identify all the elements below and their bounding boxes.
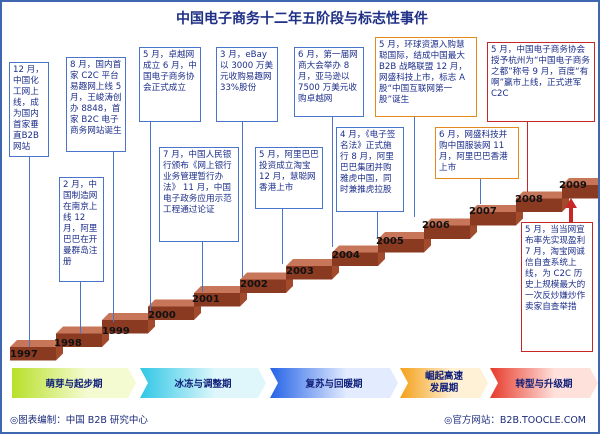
connector-2001	[202, 242, 203, 292]
year-label-2006: 2006	[422, 220, 450, 231]
event-box-2009: 5 月，当当网宣布率先实现盈利 7 月，淘宝网诚信自查系统上线，为 C2C 历史…	[521, 222, 593, 352]
connector-2008	[527, 122, 528, 192]
diagram-title: 中国电子商务十二年五阶段与标志性事件	[176, 11, 428, 27]
stair-step-front	[332, 252, 378, 266]
phase-arrow	[140, 368, 266, 398]
stair-step-top	[148, 299, 201, 307]
footer-credit: ◎图表编制：中国 B2B 研究中心	[10, 415, 148, 426]
event-box-1999: 8 月，国内首家 C2C 平台易趣网上线 5 月，王峻涛创办 8848，首家 B…	[66, 57, 126, 152]
year-label-2000: 2000	[148, 310, 176, 321]
stair-step-front	[378, 239, 424, 253]
event-box-2007: 6 月，网盛科技并购中国服装网 11 月，阿里巴巴香港上市	[435, 127, 519, 179]
stair-step-top	[56, 326, 109, 334]
stair-step-front	[470, 212, 516, 226]
stair-step-front	[516, 198, 562, 212]
connector-1999	[113, 152, 114, 322]
event-box-2006: 5 月，环球资源入购慧聪国际，结成中国最大 B2B 战略联盟 12 月，网盛科技…	[375, 37, 477, 117]
arrow-2009	[565, 198, 577, 222]
stair-step-top	[378, 232, 431, 239]
phase-arrow	[490, 368, 598, 398]
stair-step-front	[102, 320, 148, 334]
phase-arrow	[400, 368, 488, 398]
year-label-2009: 2009	[559, 180, 587, 191]
year-label-2005: 2005	[376, 236, 404, 247]
phase-label-4: 崛起高速 发展期	[424, 371, 463, 394]
stair-step-front	[240, 279, 286, 293]
connector-2003	[282, 209, 283, 264]
connector-2004	[332, 117, 333, 247]
phase-arrow	[12, 368, 136, 398]
stair-step-top	[332, 245, 385, 253]
year-label-2002: 2002	[240, 279, 268, 290]
connector-2002	[242, 122, 243, 277]
year-label-2003: 2003	[286, 266, 314, 277]
phase-label-2: 冰冻与调整期	[174, 379, 232, 390]
stair-step-top	[470, 205, 523, 212]
year-label-2007: 2007	[469, 206, 497, 217]
event-box-2003: 5 月，阿里巴巴投资成立淘宝 12 月，慧聪网香港上市	[255, 147, 323, 209]
phase-label-5: 转型与升级期	[515, 379, 573, 390]
year-label-2001: 2001	[192, 294, 220, 305]
phase-label-3: 复苏与回暖期	[305, 379, 363, 390]
stair-step-top	[562, 178, 598, 185]
stair-step-top	[424, 218, 477, 226]
connector-2007	[480, 179, 481, 204]
year-label-2008: 2008	[515, 194, 543, 205]
year-label-1998: 1998	[54, 338, 82, 349]
stair-step-front	[10, 347, 56, 361]
stair-step-top	[240, 272, 293, 280]
year-label-1997: 1997	[10, 349, 38, 360]
event-box-2008: 5 月，中国电子商务协会授予杭州为“中国电子商务之都”称号 9 月，百度“有啊”…	[487, 42, 595, 122]
event-box-1998: 2 月，中国制造网在南京上线 12 月，阿里巴巴在开曼群岛注册	[59, 177, 104, 282]
connector-2000	[150, 122, 151, 312]
event-box-2001: 7 月，中国人民银行颁布《网上银行业务管理暂行办法》 11 月，中国电子政务应用…	[159, 147, 239, 242]
stair-step-front	[56, 333, 102, 347]
stair-step-front	[562, 185, 598, 199]
connector-1997	[29, 157, 30, 347]
event-box-1997: 12 月，中国化工网上线，成为国内首家垂直B2B网站	[9, 62, 49, 157]
year-label-2004: 2004	[332, 250, 360, 261]
stair-step-front	[286, 266, 332, 280]
connector-2005	[377, 212, 378, 237]
phase-arrow	[270, 368, 398, 398]
stair-step-top	[102, 313, 155, 320]
connector-2006	[414, 117, 415, 217]
event-box-2005: 4 月，《电子签名法》正式施行 8 月，阿里巴巴集团并购雅虎中国，同时兼推虎拉股	[336, 127, 404, 212]
phase-label-1: 萌芽与起步期	[45, 379, 103, 390]
event-box-2002: 3 月，eBay 以 3000 万美元收购易趣网 33%股份	[216, 47, 278, 122]
stair-step-top	[286, 259, 339, 266]
event-box-2000: 5 月，卓越网成立 6 月，中国电子商务协会正式成立	[139, 47, 201, 122]
stair-step-top	[516, 191, 569, 199]
stair-step-top	[194, 286, 247, 293]
year-label-1999: 1999	[102, 326, 130, 337]
event-box-2004: 6 月，第一届网商大会举办 8 月，亚马逊以 7500 万美元收购卓越网	[294, 47, 364, 117]
connector-1998	[80, 282, 81, 334]
footer-website: ◎官方网站：B2B.TOOCLE.COM	[444, 415, 586, 426]
stair-step-front	[148, 306, 194, 320]
stair-step-top	[10, 340, 63, 347]
stair-step-front	[424, 225, 470, 239]
stair-step-front	[194, 293, 240, 307]
